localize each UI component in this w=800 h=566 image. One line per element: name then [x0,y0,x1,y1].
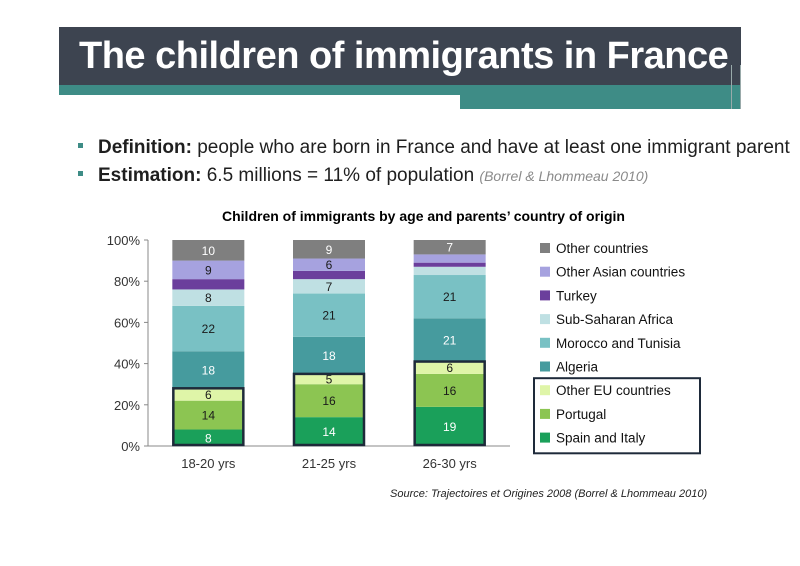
bar-segment [293,373,365,385]
legend-swatch [540,266,550,277]
bar-segment [172,388,245,401]
y-tick-label: 60% [114,315,140,330]
legend-label: Sub-Saharan Africa [556,312,674,327]
y-tick-label: 100% [107,233,141,248]
legend-swatch [540,361,550,372]
bar-segment [293,417,365,446]
bar-value-label: 21 [322,309,336,323]
bar-value-label: 8 [205,431,212,445]
accent-bar-secondary [460,95,741,109]
accent-bar [59,85,741,95]
bar-segment [293,279,365,294]
legend-label: Other countries [556,241,649,256]
bar-value-label: 9 [326,243,333,257]
legend-label: Spain and Italy [556,431,646,446]
bar-segment [172,429,245,446]
legend-swatch [540,385,550,396]
bar-value-label: 5 [326,373,333,387]
bar-value-label: 9 [205,263,212,277]
title-bar: The children of immigrants in France [59,27,741,85]
bullet-term: Estimation: [98,165,202,186]
chart-title: Children of immigrants by age and parent… [222,208,625,224]
bar-segment [293,240,365,259]
bar-value-label: 21 [443,333,457,347]
bar-segment [413,373,486,407]
legend-swatch [540,408,550,419]
bar-value-label: 16 [322,394,336,408]
legend-swatch [540,290,550,301]
bullet-list: Definition: people who are born in Franc… [78,134,790,190]
legend-swatch [540,432,550,443]
bar-value-label: 14 [202,409,216,423]
bullet-square-icon [78,171,83,177]
bar-segment [293,293,365,337]
bar-segment [413,254,486,263]
bullet-text: people who are born in France and have a… [191,137,790,158]
bar-segment [172,279,245,290]
bar-segment [293,336,365,374]
bar-segment [413,275,486,319]
bar-value-label: 14 [322,425,336,439]
bar-value-label: 6 [446,361,453,375]
bullet-estimation: Estimation: 6.5 millions = 11% of popula… [78,162,790,190]
bar-segment [413,318,486,362]
bar-segment [172,400,245,430]
bar-value-label: 10 [202,244,216,258]
eu-highlight-box [292,372,366,447]
bar-value-label: 6 [205,388,212,402]
bar-segment [172,351,245,389]
slide-title: The children of immigrants in France [79,35,729,77]
bar-segment [172,305,245,352]
bar-value-label: 7 [446,241,453,255]
bar-segment [413,406,486,446]
bar-segment [293,270,365,280]
bar-value-label: 18 [202,363,216,377]
bar-segment [172,260,245,280]
bar-segment [172,289,245,306]
bar-segment [293,384,365,418]
bar-segment [413,240,486,255]
eu-highlight-box [413,360,486,447]
bar-value-label: 21 [443,290,457,304]
bullet-square-icon [78,143,83,149]
bar-value-label: 16 [443,384,457,398]
legend-label: Morocco and Tunisia [556,336,681,351]
y-tick-label: 40% [114,357,140,372]
bar-segment [293,258,365,271]
y-tick-label: 0% [121,439,140,454]
decorative-lines [731,65,741,109]
eu-highlight-box [172,387,245,447]
legend-swatch [540,337,550,348]
legend-label: Algeria [556,360,599,375]
bar-value-label: 8 [205,291,212,305]
legend-label: Turkey [556,288,597,303]
chart-source: Source: Trajectoires et Origines 2008 (B… [390,488,708,500]
bullet-text: 6.5 millions = 11% of population [201,165,480,186]
bar-segment [172,240,245,261]
bullet-source: (Borrel & Lhommeau 2010) [479,168,649,184]
bar-value-label: 18 [322,349,336,363]
legend-swatch [540,314,550,325]
x-tick-label: 21-25 yrs [302,456,357,471]
bar-segment [413,361,486,374]
x-tick-label: 18-20 yrs [181,456,236,471]
bar-value-label: 7 [326,280,333,294]
bar-segment [413,266,486,276]
legend-eu-box [533,377,701,455]
legend-label: Portugal [556,407,606,422]
legend-label: Other Asian countries [556,265,685,280]
bar-value-label: 19 [443,420,457,434]
bullet-definition: Definition: people who are born in Franc… [78,134,790,162]
y-tick-label: 20% [114,398,140,413]
bar-value-label: 6 [326,258,333,272]
bullet-term: Definition: [98,137,192,158]
y-tick-label: 80% [114,274,140,289]
legend-label: Other EU countries [556,383,671,398]
bar-value-label: 22 [202,322,216,336]
bar-segment [413,262,486,267]
legend-swatch [540,243,550,253]
x-tick-label: 26-30 yrs [423,456,478,471]
